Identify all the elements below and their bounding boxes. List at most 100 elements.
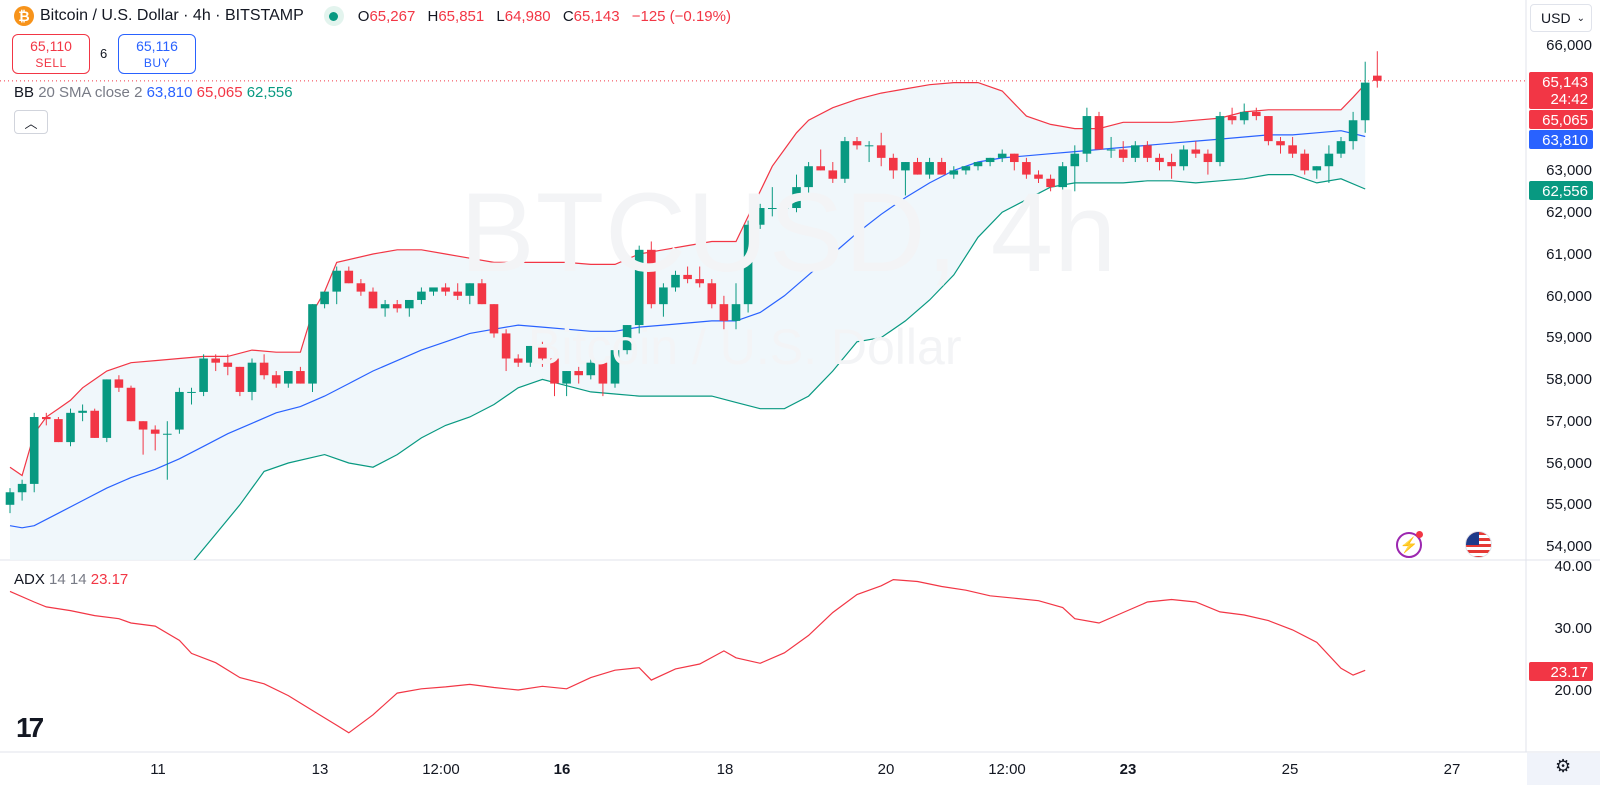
candle-body[interactable] (731, 304, 741, 321)
candle-body[interactable] (1131, 145, 1140, 158)
candle-body[interactable] (90, 410, 99, 438)
candle[interactable] (1143, 141, 1152, 163)
candle-body[interactable] (296, 371, 305, 384)
candle[interactable] (1191, 141, 1201, 158)
candle[interactable] (501, 329, 511, 372)
candle-body[interactable] (755, 208, 765, 225)
candle[interactable] (1227, 107, 1237, 125)
candle[interactable] (840, 136, 850, 183)
candle-body[interactable] (1215, 116, 1225, 163)
currency-select[interactable]: USD ⌄ (1530, 4, 1592, 32)
candle-body[interactable] (610, 350, 620, 384)
candle-body[interactable] (622, 325, 632, 351)
candle[interactable] (610, 350, 620, 388)
candle[interactable] (1300, 149, 1309, 175)
buy-button[interactable]: 65,116 BUY (118, 34, 196, 74)
candle[interactable] (1276, 136, 1285, 154)
candle-body[interactable] (54, 419, 63, 443)
candle[interactable] (417, 287, 426, 305)
candle[interactable] (332, 266, 341, 305)
candle[interactable] (1167, 153, 1176, 179)
candle-body[interactable] (1300, 153, 1309, 171)
candle-body[interactable] (1360, 82, 1370, 121)
candle-body[interactable] (634, 249, 644, 326)
candle-body[interactable] (1348, 120, 1358, 142)
candle[interactable] (235, 366, 245, 397)
candle-body[interactable] (840, 141, 850, 179)
candle-body[interactable] (1203, 153, 1213, 163)
candle-body[interactable] (1070, 153, 1080, 167)
candle-body[interactable] (1058, 166, 1067, 188)
candle-body[interactable] (441, 287, 450, 292)
candle[interactable] (1288, 136, 1297, 158)
candle[interactable] (550, 354, 559, 397)
candle-body[interactable] (42, 417, 51, 420)
candle-body[interactable] (973, 162, 983, 167)
candle-body[interactable] (1094, 116, 1104, 150)
candle[interactable] (259, 354, 269, 380)
candle[interactable] (78, 404, 87, 422)
candle-body[interactable] (1324, 153, 1334, 167)
candle[interactable] (671, 270, 680, 292)
candle-body[interactable] (1082, 116, 1092, 154)
candle-body[interactable] (175, 391, 184, 430)
candle-body[interactable] (816, 166, 825, 171)
candle-body[interactable] (562, 371, 571, 384)
candle[interactable] (864, 141, 874, 163)
candle-body[interactable] (852, 141, 862, 146)
candle-body[interactable] (344, 270, 354, 284)
candle[interactable] (1348, 111, 1358, 150)
candlestick-series[interactable] (5, 51, 1382, 514)
candle-body[interactable] (695, 279, 704, 284)
candle-body[interactable] (102, 379, 112, 438)
candle-body[interactable] (5, 492, 15, 505)
candle[interactable] (284, 371, 293, 388)
candle-body[interactable] (828, 170, 838, 179)
candle[interactable] (1264, 116, 1273, 146)
candle[interactable] (1215, 111, 1225, 167)
candle[interactable] (804, 162, 813, 200)
candle[interactable] (126, 385, 136, 422)
candle[interactable] (1046, 174, 1055, 192)
candle[interactable] (755, 203, 765, 229)
candle[interactable] (271, 371, 281, 388)
candle-body[interactable] (949, 170, 959, 175)
candle[interactable] (1058, 162, 1067, 192)
candle-body[interactable] (913, 162, 922, 175)
candle-body[interactable] (114, 379, 124, 388)
candle[interactable] (792, 174, 801, 213)
candle-body[interactable] (271, 375, 281, 384)
candle[interactable] (562, 371, 571, 397)
candle[interactable] (1324, 145, 1334, 183)
candle-body[interactable] (513, 358, 523, 363)
candle-body[interactable] (1252, 111, 1261, 117)
candle[interactable] (150, 425, 160, 451)
candle[interactable] (913, 157, 922, 175)
candle[interactable] (138, 421, 148, 455)
candle[interactable] (380, 299, 390, 317)
candle[interactable] (731, 283, 741, 330)
candle-body[interactable] (284, 371, 293, 384)
candle-body[interactable] (78, 410, 87, 413)
candle[interactable] (985, 157, 995, 167)
adx-legend[interactable]: ADX 14 14 23.17 (14, 571, 128, 588)
bb-legend[interactable]: BB 20 SMA close 2 63,810 65,065 62,556 (14, 84, 293, 101)
candle-body[interactable] (356, 283, 366, 292)
collapse-legend-button[interactable]: ︿ (14, 110, 48, 134)
candle[interactable] (1106, 136, 1116, 158)
candle-body[interactable] (29, 417, 39, 484)
candle-body[interactable] (707, 283, 717, 305)
candle-body[interactable] (1010, 153, 1019, 163)
candle-body[interactable] (889, 157, 898, 171)
candle[interactable] (1070, 145, 1080, 192)
candle-body[interactable] (126, 387, 136, 422)
candle-body[interactable] (719, 304, 729, 321)
candle[interactable] (683, 266, 692, 284)
candle[interactable] (477, 279, 487, 305)
candle-body[interactable] (743, 224, 753, 305)
candle-body[interactable] (1276, 141, 1285, 146)
candle[interactable] (296, 366, 305, 384)
candle[interactable] (852, 136, 862, 150)
candle-body[interactable] (538, 345, 547, 359)
candle-body[interactable] (1155, 157, 1164, 163)
